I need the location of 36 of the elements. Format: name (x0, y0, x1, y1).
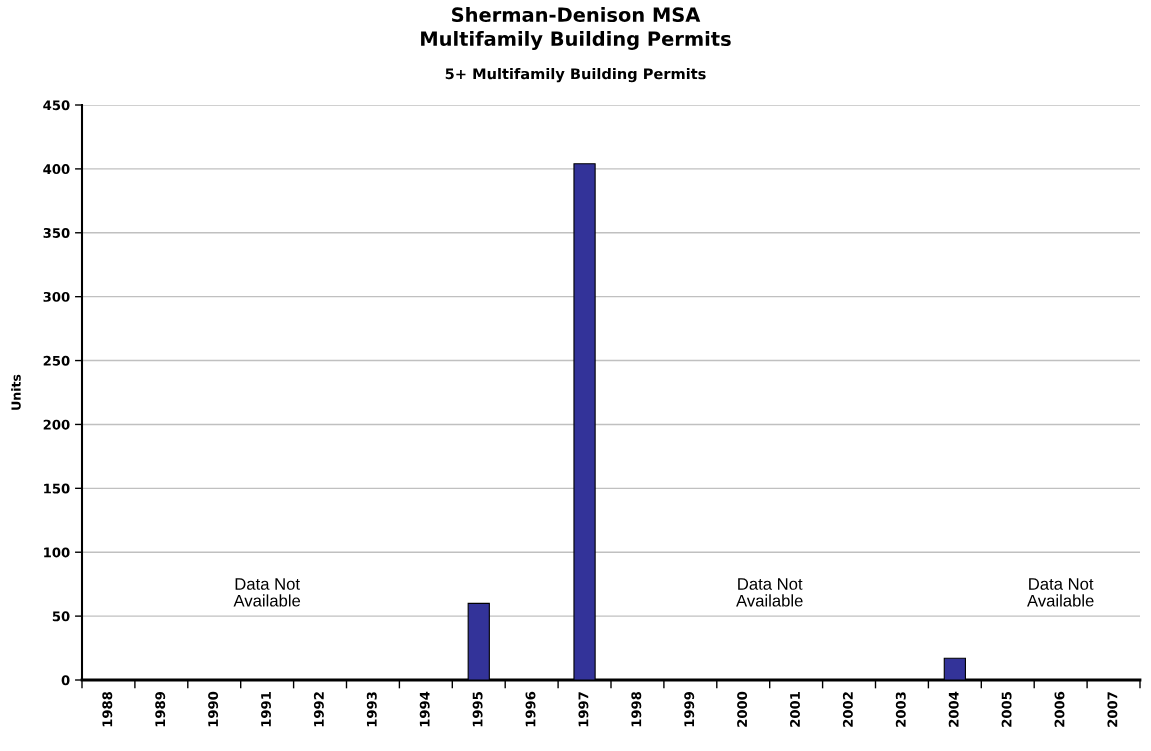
y-tick-label: 100 (44, 547, 70, 558)
x-tick-label: 1991 (261, 692, 271, 727)
y-tick-label: 400 (43, 164, 70, 175)
x-tick-label: 1992 (313, 692, 324, 727)
x-tick-label: 1996 (525, 691, 536, 727)
x-tick-label: 2005 (1001, 692, 1012, 727)
y-tick-label: 300 (43, 291, 70, 302)
y-axis-title: Units (11, 374, 21, 410)
x-tick-label: 1995 (472, 692, 483, 727)
y-tick-label: 450 (43, 100, 70, 111)
x-tick-label: 1998 (631, 691, 642, 727)
x-tick-label: 2002 (842, 692, 853, 727)
x-tick-label: 2004 (948, 691, 959, 727)
x-tick-label: 2007 (1107, 692, 1118, 727)
x-tick-label: 2000 (737, 691, 748, 727)
x-tick-label: 2003 (895, 692, 906, 727)
y-tick-label: 50 (52, 611, 70, 622)
x-tick-label: 2001 (790, 692, 800, 727)
x-tick-label: 1999 (684, 691, 695, 727)
annotation: Data Not Available (233, 578, 301, 607)
x-tick-label: 1990 (208, 691, 219, 727)
x-tick-label: 1988 (102, 691, 113, 727)
chart-title: Sherman-Denison MSA Multifamily Building Permits (421, 7, 731, 50)
y-tick-label: 350 (43, 228, 70, 238)
y-tick-label: 0 (61, 675, 70, 686)
y-tick-label: 150 (44, 483, 70, 494)
annotation: Data Not Available (736, 578, 803, 607)
x-tick-label: 2006 (1054, 691, 1065, 727)
chart-subtitle: 5+ Multifamily Building Permits (445, 68, 706, 83)
y-tick-label: 200 (43, 419, 70, 430)
y-tick-label: 250 (43, 355, 70, 366)
x-tick-label: 1989 (155, 691, 166, 727)
x-tick-label: 1994 (419, 691, 430, 727)
x-tick-label: 1997 (578, 692, 589, 727)
annotation: Data Not Available (1027, 578, 1094, 607)
x-tick-label: 1993 (366, 692, 377, 727)
